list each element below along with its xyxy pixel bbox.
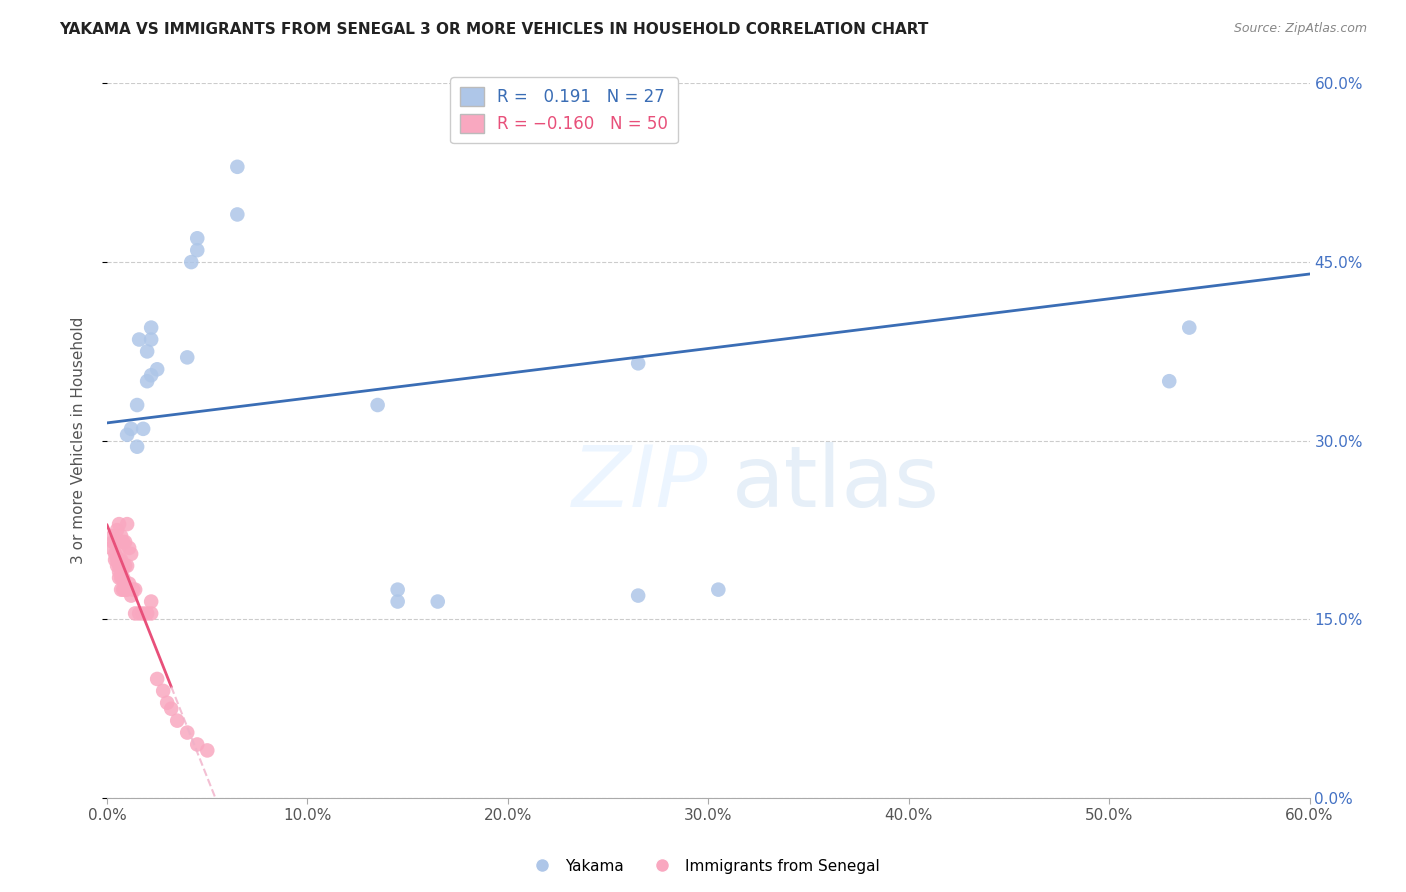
Point (110, 553, 132, 567)
Point (101, 529, 124, 543)
Point (118, 576, 141, 591)
Point (127, 398, 149, 412)
Point (128, 607, 150, 621)
Point (110, 582, 132, 597)
Text: YAKAMA VS IMMIGRANTS FROM SENEGAL 3 OR MORE VEHICLES IN HOUSEHOLD CORRELATION CH: YAKAMA VS IMMIGRANTS FROM SENEGAL 3 OR M… (59, 22, 928, 37)
Text: Source: ZipAtlas.com: Source: ZipAtlas.com (1233, 22, 1367, 36)
Point (100, 541, 122, 555)
Point (108, 541, 131, 555)
Point (387, 594, 409, 608)
Point (226, 160, 249, 174)
Point (120, 422, 142, 436)
Point (110, 571, 132, 585)
Point (108, 565, 131, 579)
Y-axis label: 3 or more Vehicles in Household: 3 or more Vehicles in Household (72, 317, 86, 565)
Point (226, 207, 249, 221)
Point (108, 558, 131, 573)
Point (105, 535, 128, 549)
Point (186, 738, 208, 752)
Point (176, 351, 198, 365)
Point (146, 672, 169, 686)
Point (176, 725, 198, 739)
Point (104, 547, 127, 561)
Point (128, 333, 150, 347)
Point (120, 547, 142, 561)
Point (114, 535, 136, 549)
Point (110, 529, 132, 543)
Point (152, 684, 174, 698)
Point (627, 356, 650, 370)
Point (108, 571, 131, 585)
Point (132, 422, 155, 436)
Point (105, 523, 128, 537)
Text: atlas: atlas (733, 442, 941, 525)
Point (166, 714, 188, 728)
Point (104, 535, 127, 549)
Point (105, 558, 128, 573)
Point (114, 582, 136, 597)
Point (115, 582, 138, 597)
Point (186, 243, 208, 257)
Point (180, 255, 202, 269)
Point (136, 607, 159, 621)
Point (124, 607, 146, 621)
Point (101, 535, 124, 549)
Point (120, 589, 142, 603)
Text: ZIP: ZIP (572, 442, 709, 525)
Point (707, 582, 730, 597)
Point (387, 582, 409, 597)
Point (1178, 320, 1201, 334)
Point (160, 702, 183, 716)
Point (195, 743, 218, 757)
Point (627, 589, 650, 603)
Point (104, 553, 127, 567)
Point (112, 558, 135, 573)
Point (132, 607, 155, 621)
Point (118, 541, 141, 555)
Legend: Yakama, Immigrants from Senegal: Yakama, Immigrants from Senegal (520, 853, 886, 880)
Point (108, 517, 131, 532)
Point (115, 558, 138, 573)
Point (108, 553, 131, 567)
Point (186, 231, 208, 245)
Point (112, 571, 135, 585)
Point (141, 333, 163, 347)
Point (105, 553, 128, 567)
Point (122, 582, 145, 597)
Point (136, 344, 159, 359)
Point (141, 594, 163, 608)
Point (124, 582, 146, 597)
Legend: R =   0.191   N = 27, R = −0.160   N = 50: R = 0.191 N = 27, R = −0.160 N = 50 (450, 78, 678, 143)
Point (112, 582, 135, 597)
Point (115, 427, 138, 442)
Point (146, 362, 169, 376)
Point (156, 696, 179, 710)
Point (115, 517, 138, 532)
Point (112, 535, 135, 549)
Point (1159, 374, 1181, 388)
Point (127, 440, 149, 454)
Point (114, 558, 136, 573)
Point (426, 594, 449, 608)
Point (367, 398, 389, 412)
Point (136, 374, 159, 388)
Point (141, 320, 163, 334)
Point (141, 607, 163, 621)
Point (141, 368, 163, 383)
